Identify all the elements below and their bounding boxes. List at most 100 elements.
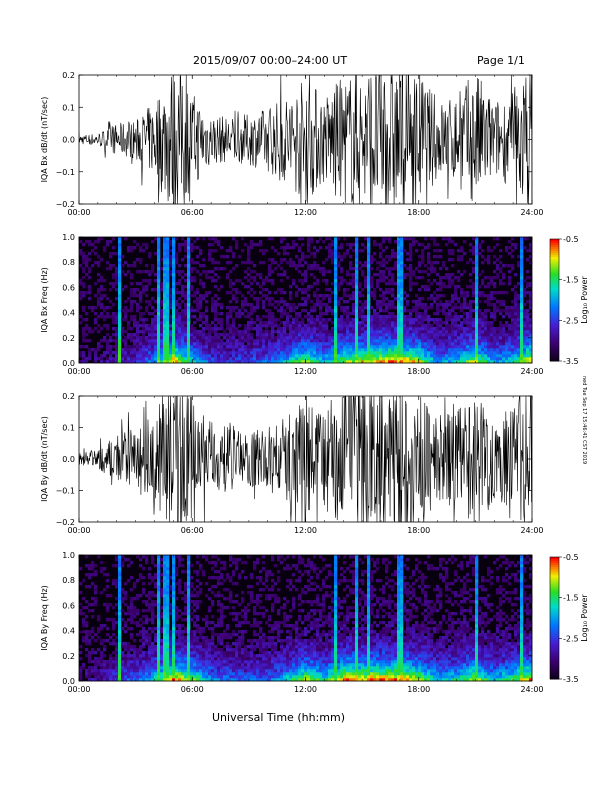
spectrogram-cell [529, 318, 533, 322]
spectrogram-cell [289, 357, 293, 361]
spectrogram-cell [346, 357, 350, 361]
spectrogram-cell [127, 675, 131, 679]
colorbar-swatch [550, 287, 559, 291]
spectrogram-cell [337, 261, 341, 265]
spectrogram-cell [217, 360, 221, 364]
spectrogram-cell [238, 342, 242, 346]
spectrogram-cell [82, 282, 86, 286]
spectrogram-cell [277, 342, 281, 346]
spectrogram-cell [148, 567, 152, 571]
spectrogram-cell [448, 357, 452, 361]
spectrogram-cell [346, 360, 350, 364]
spectrogram-cell [208, 336, 212, 340]
spectrogram-cell [79, 582, 83, 586]
spectrogram-cell [373, 327, 377, 331]
spectrogram-cell [250, 243, 254, 247]
spectrogram-cell [190, 342, 194, 346]
spectrogram-cell [334, 291, 338, 295]
spectrogram-cell [163, 648, 167, 652]
spectrogram-cell [340, 306, 344, 310]
spectrogram-cell [199, 333, 203, 337]
spectrogram-cell [373, 357, 377, 361]
spectrogram-cell [463, 330, 467, 334]
spectrogram-cell [187, 360, 191, 364]
spectrogram-cell [238, 309, 242, 313]
spectrogram-cell [376, 339, 380, 343]
spectrogram-cell [334, 324, 338, 328]
spectrogram-cell [184, 360, 188, 364]
spectrogram-cell [331, 354, 335, 358]
spectrogram-cell [523, 333, 527, 337]
spectrogram-cell [463, 306, 467, 310]
spectrogram-cell [328, 255, 332, 259]
spectrogram-cell [424, 339, 428, 343]
spectrogram-cell [247, 252, 251, 256]
spectrogram-cell [127, 309, 131, 313]
spectrogram-cell [418, 357, 422, 361]
spectrogram-cell [172, 276, 176, 280]
spectrogram-cell [463, 360, 467, 364]
y-tick-label: −0.1 [56, 168, 75, 177]
spectrogram-cell [517, 354, 521, 358]
spectrogram-cell [457, 258, 461, 262]
spectrogram-cell [187, 303, 191, 307]
spectrogram-cell [217, 351, 221, 355]
spectrogram-cell [316, 357, 320, 361]
spectrogram-cell [253, 309, 257, 313]
spectrogram-cell [325, 336, 329, 340]
spectrogram-cell [370, 282, 374, 286]
spectrogram-cell [82, 618, 86, 622]
spectrogram-cell [112, 666, 116, 670]
spectrogram-cell [205, 345, 209, 349]
spectrogram-cell [154, 675, 158, 679]
spectrogram-cell [472, 237, 476, 241]
spectrogram-cell [349, 360, 353, 364]
spectrogram-cell [310, 315, 314, 319]
spectrogram-cell [229, 351, 233, 355]
spectrogram-cell [463, 270, 467, 274]
spectrogram-cell [157, 255, 161, 259]
spectrogram-cell [367, 237, 371, 241]
spectrogram-cell [160, 612, 164, 616]
spectrogram-cell [391, 276, 395, 280]
spectrogram-cell [400, 333, 404, 337]
spectrogram-cell [232, 336, 236, 340]
spectrogram-cell [526, 258, 530, 262]
spectrogram-cell [115, 582, 119, 586]
spectrogram-cell [136, 612, 140, 616]
spectrogram-cell [427, 306, 431, 310]
spectrogram-cell [400, 285, 404, 289]
spectrogram-cell [178, 339, 182, 343]
spectrogram-cell [220, 246, 224, 250]
spectrogram-cell [496, 276, 500, 280]
spectrogram-cell [175, 351, 179, 355]
spectrogram-cell [163, 579, 167, 583]
spectrogram-cell [478, 330, 482, 334]
spectrogram-cell [115, 675, 119, 679]
spectrogram-cell [313, 321, 317, 325]
spectrogram-cell [328, 243, 332, 247]
spectrogram-cell [157, 303, 161, 307]
spectrogram-cell [130, 282, 134, 286]
spectrogram-cell [340, 297, 344, 301]
spectrogram-cell [472, 249, 476, 253]
spectrogram-cell [163, 360, 167, 364]
spectrogram-cell [319, 345, 323, 349]
spectrogram-cell [118, 360, 122, 364]
spectrogram-cell [244, 327, 248, 331]
spectrogram-cell [358, 309, 362, 313]
spectrogram-cell [163, 279, 167, 283]
spectrogram-cell [190, 324, 194, 328]
spectrogram-cell [277, 351, 281, 355]
spectrogram-cell [421, 276, 425, 280]
spectrogram-cell [220, 345, 224, 349]
spectrogram-cell [97, 627, 101, 631]
spectrogram-cell [157, 651, 161, 655]
spectrogram-cell [352, 318, 356, 322]
spectrogram-cell [367, 312, 371, 316]
spectrogram-cell [289, 246, 293, 250]
spectrogram-cell [352, 303, 356, 307]
spectrogram-cell [391, 282, 395, 286]
spectrogram-cell [115, 312, 119, 316]
spectrogram-cell [301, 255, 305, 259]
